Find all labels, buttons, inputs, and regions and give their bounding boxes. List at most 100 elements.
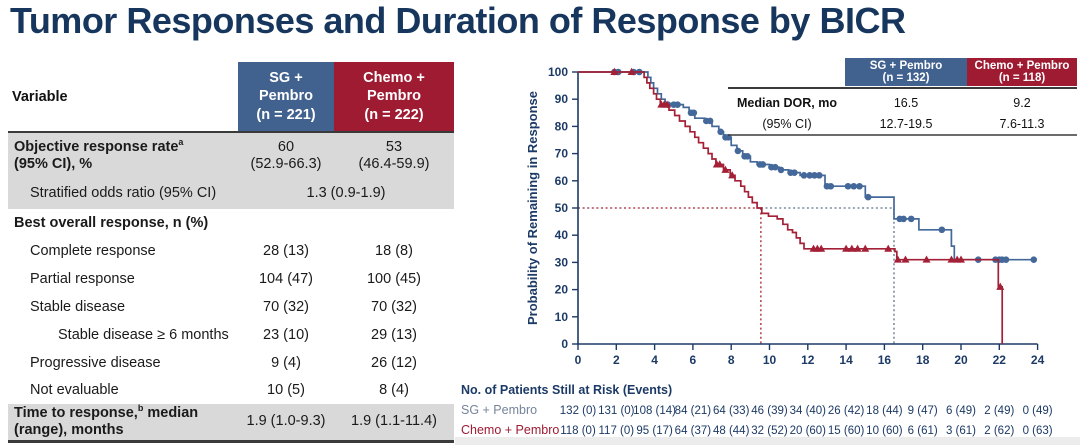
at-risk-value: 48 (44) xyxy=(713,425,750,437)
censor-mark-circle xyxy=(806,172,814,179)
median-line-chemo xyxy=(578,207,762,344)
x-tick-label: 16 xyxy=(878,353,892,367)
at-risk-value: 2 (49) xyxy=(984,405,1014,417)
censor-mark-circle xyxy=(907,215,915,223)
inset-value: 16.5 xyxy=(894,96,918,110)
inset-value: 9.2 xyxy=(1013,96,1030,110)
row-label: Best overall response, n (%) xyxy=(14,214,209,231)
at-risk-value: 32 (52) xyxy=(751,425,788,437)
censor-mark-circle xyxy=(791,169,798,176)
row-value: 18 (8) xyxy=(375,243,413,260)
table-row: Best overall response, n (%) xyxy=(8,209,454,238)
row-value: 100 (45) xyxy=(366,271,421,288)
table-row: Not evaluable 10 (5) 8 (4) xyxy=(8,378,454,404)
row-label: Objective response ratea (95% CI), % xyxy=(14,136,184,172)
censor-mark-triangle xyxy=(663,100,672,108)
censor-mark-triangle xyxy=(715,160,724,168)
censor-mark-triangle xyxy=(922,255,931,263)
censor-mark-triangle xyxy=(947,255,956,263)
table-row: Complete response 28 (13) 18 (8) xyxy=(8,238,454,266)
row-label: Not evaluable xyxy=(30,382,119,399)
at-risk-value: 64 (37) xyxy=(675,425,712,437)
at-risk-value: 3 (61) xyxy=(946,425,976,437)
censor-mark-circle xyxy=(734,147,742,155)
row-label: Complete response xyxy=(30,243,156,260)
censor-mark-circle xyxy=(744,153,751,160)
at-risk-value: 108 (14) xyxy=(633,405,676,417)
censor-mark-triangle xyxy=(957,255,965,263)
response-table: Variable SG + Pembro (n = 221) Chemo + P… xyxy=(8,62,454,443)
at-risk-value: 34 (40) xyxy=(790,405,827,417)
x-tick-label: 4 xyxy=(651,353,658,367)
x-tick-label: 12 xyxy=(801,353,815,367)
censor-mark-triangle xyxy=(817,244,826,252)
x-tick-label: 14 xyxy=(839,353,853,367)
at-risk-value: 20 (60) xyxy=(790,425,827,437)
row-label: Partial response xyxy=(30,271,135,288)
at-risk-row-label: Chemo + Pembro xyxy=(461,423,559,437)
censor-mark-circle xyxy=(1030,256,1038,263)
row-value: 70 (32) xyxy=(263,299,309,316)
table-row: Stratified odds ratio (95% CI) 1.3 (0.9-1… xyxy=(8,179,454,209)
censor-mark-circle xyxy=(900,215,907,223)
y-tick-label: 40 xyxy=(555,228,569,242)
row-label: Time to response,b median (range), months xyxy=(14,402,199,438)
y-tick-label: 30 xyxy=(555,255,569,269)
censor-mark-circle xyxy=(1002,256,1010,263)
inset-header-sg xyxy=(845,58,967,86)
row-value: 1.9 (1.1-11.4) xyxy=(351,413,437,430)
at-risk-value: 9 (47) xyxy=(908,405,938,417)
inset-row-label: Median DOR, mo xyxy=(737,96,837,110)
y-tick-label: 70 xyxy=(555,147,569,161)
row-value: 60 (52.9-66.3) xyxy=(250,138,322,172)
at-risk-value: 84 (21) xyxy=(675,405,712,417)
censor-mark-circle xyxy=(771,163,779,171)
censor-mark-circle xyxy=(811,172,818,179)
inset-value: 12.7-19.5 xyxy=(880,117,933,131)
median-line-sg xyxy=(760,207,895,344)
censor-mark-circle xyxy=(800,172,808,179)
row-value: 10 (5) xyxy=(267,382,305,399)
at-risk-value: 6 (49) xyxy=(946,405,976,417)
censor-mark-circle xyxy=(759,161,767,168)
row-value: 23 (10) xyxy=(263,327,309,344)
censor-mark-triangle xyxy=(901,255,910,263)
table-row: Objective response ratea (95% CI), % 60 (52… xyxy=(8,131,454,179)
at-risk-value: 0 (63) xyxy=(1023,425,1053,437)
censor-mark-triangle xyxy=(893,255,902,263)
column-header-sg-pembro: SG + Pembro (n = 221) xyxy=(238,62,334,131)
y-tick-label: 50 xyxy=(555,201,569,215)
inset-header-text: (n = 118) xyxy=(999,72,1046,84)
row-value: 28 (13) xyxy=(263,243,309,260)
censor-mark-triangle xyxy=(728,171,737,179)
censor-mark-circle xyxy=(844,182,852,190)
at-risk-value: 118 (0) xyxy=(560,425,596,437)
at-risk-value: 2 (62) xyxy=(984,425,1014,437)
censor-mark-circle xyxy=(938,226,946,234)
at-risk-value: 132 (0) xyxy=(560,405,597,417)
censor-mark-triangle xyxy=(610,67,619,75)
km-curve-sg-pembro xyxy=(578,71,1036,261)
row-value: 8 (4) xyxy=(379,382,409,399)
row-value-span: 1.3 (0.9-1.9) xyxy=(306,185,386,202)
row-value: 1.9 (1.0-9.3) xyxy=(246,413,326,430)
x-tick-label: 22 xyxy=(993,353,1007,367)
x-tick-label: 2 xyxy=(613,353,620,367)
table-header: Variable SG + Pembro (n = 221) Chemo + P… xyxy=(8,62,454,131)
censor-mark-triangle xyxy=(627,67,636,75)
bottom-strip xyxy=(455,437,1080,445)
censor-mark-circle xyxy=(777,166,785,174)
x-tick-label: 20 xyxy=(954,353,968,367)
at-risk-value: 64 (33) xyxy=(713,405,750,417)
row-value: 9 (4) xyxy=(271,355,301,372)
y-tick-label: 80 xyxy=(555,119,569,133)
x-tick-label: 24 xyxy=(1031,353,1045,367)
censor-mark-circle xyxy=(815,172,823,179)
row-value: 29 (13) xyxy=(371,327,417,344)
at-risk-value: 131 (0) xyxy=(598,405,635,417)
censor-mark-triangle xyxy=(996,282,1005,290)
y-tick-label: 10 xyxy=(555,310,569,324)
at-risk-value: 26 (42) xyxy=(828,405,865,417)
censor-mark-circle xyxy=(856,182,863,190)
at-risk-value: 46 (39) xyxy=(751,405,788,417)
